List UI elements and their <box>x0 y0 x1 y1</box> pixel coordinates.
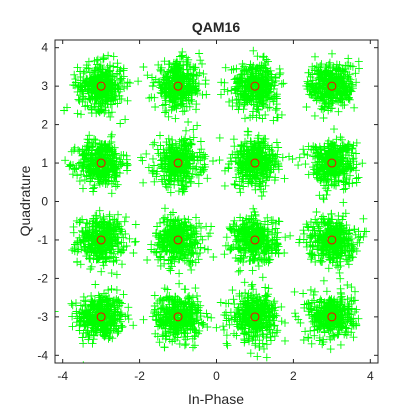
y-tick-label: 3 <box>41 79 48 93</box>
ideal-constellation-point <box>173 235 183 245</box>
x-axis-label: In-Phase <box>188 391 244 407</box>
y-tick-label: 4 <box>41 41 48 55</box>
x-tick-label: 0 <box>213 369 220 383</box>
ideal-constellation-point <box>96 81 106 91</box>
ideal-constellation-point <box>96 312 106 322</box>
ideal-constellation-point <box>327 235 337 245</box>
x-axis-ticks: -4 -2 0 2 4 <box>57 40 374 383</box>
ideal-constellation-point <box>173 312 183 322</box>
x-tick-label: 2 <box>290 369 297 383</box>
y-tick-label: 0 <box>41 195 48 209</box>
ideal-constellation-point <box>327 312 337 322</box>
y-tick-label: -1 <box>37 233 48 247</box>
ideal-constellation-point <box>173 81 183 91</box>
y-tick-label: 2 <box>41 118 48 132</box>
y-axis-label: Quadrature <box>17 165 33 236</box>
ideal-constellation-point <box>250 312 260 322</box>
x-tick-label: -4 <box>57 369 68 383</box>
ideal-constellation-point <box>250 158 260 168</box>
y-tick-label: 1 <box>41 156 48 170</box>
y-tick-label: -2 <box>37 271 48 285</box>
ideal-constellation-point <box>96 235 106 245</box>
y-tick-label: -3 <box>37 310 48 324</box>
ideal-constellation-point <box>327 158 337 168</box>
y-axis-ticks: 4 3 2 1 0 -1 -2 -3 -4 <box>37 41 378 362</box>
ideal-constellation-point <box>250 81 260 91</box>
x-tick-label: -2 <box>134 369 145 383</box>
ideal-constellation-layer <box>96 81 337 322</box>
received-points-layer <box>55 46 371 363</box>
ideal-constellation-point <box>96 158 106 168</box>
ideal-constellation-point <box>327 81 337 91</box>
received-symbol-markers <box>55 46 371 363</box>
ideal-constellation-point <box>173 158 183 168</box>
ideal-constellation-point <box>250 235 260 245</box>
x-tick-label: 4 <box>367 369 374 383</box>
chart-title: QAM16 <box>192 19 240 35</box>
y-tick-label: -4 <box>37 348 48 362</box>
